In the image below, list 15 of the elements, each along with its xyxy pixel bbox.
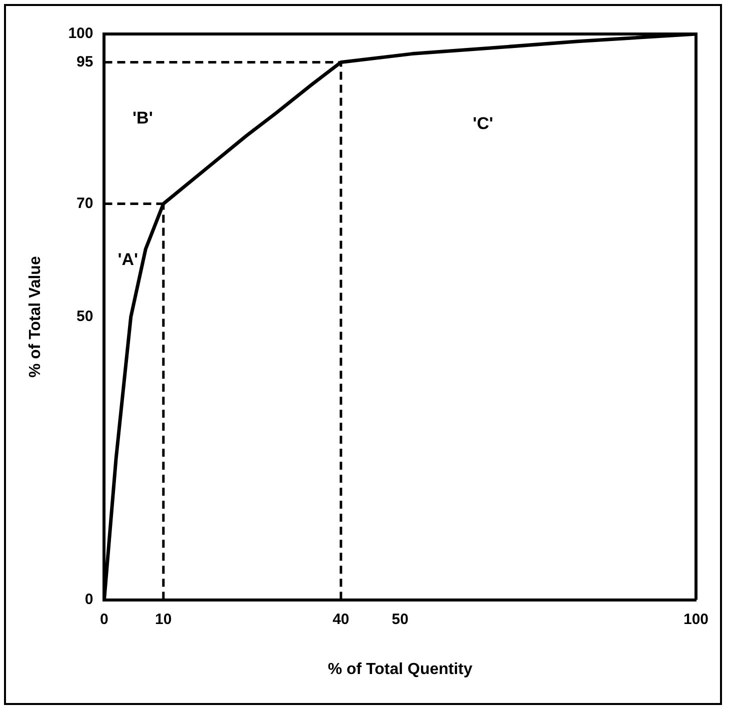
y-axis-title: % of Total Value: [27, 256, 44, 378]
x-tick-label: 10: [155, 610, 172, 628]
x-tick-label: 40: [332, 610, 350, 628]
y-tick-label: 50: [76, 308, 94, 326]
x-tick-label: 0: [100, 610, 108, 628]
y-tick-label: 0: [84, 590, 94, 608]
annotation: 'A': [118, 250, 138, 270]
x-tick-label: 50: [392, 610, 408, 628]
annotation: 'B': [132, 108, 153, 128]
y-tick-label: 100: [68, 25, 94, 42]
y-tick-label: 70: [76, 194, 94, 212]
y-tick-label: 95: [76, 53, 94, 70]
x-axis-title: % of Total Quentity: [328, 660, 473, 678]
x-tick-label: 100: [683, 610, 709, 628]
annotation: 'C': [472, 114, 494, 134]
